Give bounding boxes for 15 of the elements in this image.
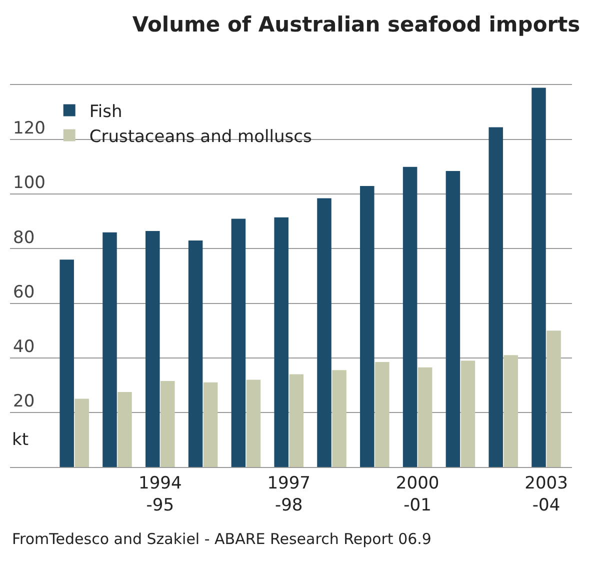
- y-tick-label: 120: [13, 118, 46, 139]
- y-tick-label: 40: [13, 336, 35, 357]
- y-tick-label: 20: [13, 391, 35, 412]
- x-tick-label: 2000 -01: [396, 473, 440, 516]
- y-tick-label: 100: [13, 173, 46, 194]
- y-tick-label: 80: [13, 228, 35, 248]
- y-axis-title: kt: [12, 430, 29, 450]
- text: FromTedesco and Szakiel - ABARE Research Report 06.9: [12, 530, 432, 548]
- legend-label: Fish: [89, 102, 122, 122]
- x-tick-label: 1997 -98: [267, 473, 310, 516]
- legend-label: Crustaceans and molluscs: [89, 126, 312, 147]
- x-tick-label: 2003 -04: [524, 473, 568, 516]
- chart-title: Volume of Australian seafood imports: [132, 12, 580, 37]
- y-tick-label: 60: [13, 282, 35, 302]
- x-tick-label: 1994 -95: [138, 473, 182, 516]
